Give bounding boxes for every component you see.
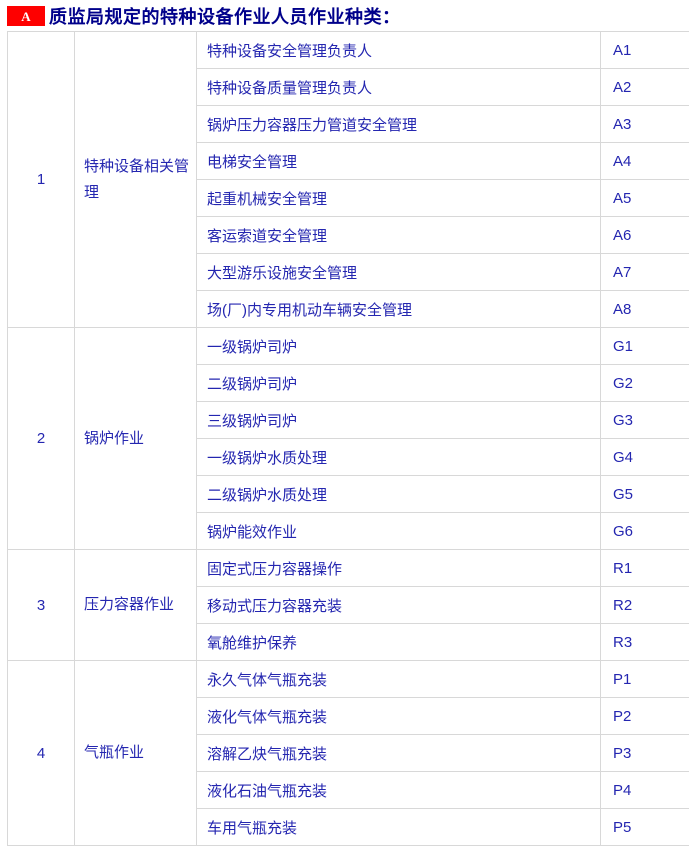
section-badge-a: A: [7, 6, 45, 26]
job-code: A6: [601, 217, 689, 254]
table-group-1: 1 特种设备相关管理 特种设备安全管理负责人 A1 特种设备质量管理负责人 A2…: [8, 32, 689, 328]
group-index: 3: [8, 550, 75, 661]
job-name: 移动式压力容器充装: [197, 587, 601, 624]
job-code: P1: [601, 661, 689, 698]
job-name: 二级锅炉水质处理: [197, 476, 601, 513]
job-name: 大型游乐设施安全管理: [197, 254, 601, 291]
job-name: 一级锅炉水质处理: [197, 439, 601, 476]
job-code: P4: [601, 772, 689, 809]
job-name: 溶解乙炔气瓶充装: [197, 735, 601, 772]
job-code: A7: [601, 254, 689, 291]
job-name: 永久气体气瓶充装: [197, 661, 601, 698]
job-name: 特种设备安全管理负责人: [197, 32, 601, 69]
job-name: 起重机械安全管理: [197, 180, 601, 217]
table-row: 4 气瓶作业 永久气体气瓶充装 P1: [8, 661, 689, 698]
job-code: G4: [601, 439, 689, 476]
job-name: 客运索道安全管理: [197, 217, 601, 254]
table-group-2: 2 锅炉作业 一级锅炉司炉 G1 二级锅炉司炉 G2 三级锅炉司炉 G3 一级锅…: [8, 328, 689, 550]
job-name: 固定式压力容器操作: [197, 550, 601, 587]
job-name: 液化气体气瓶充装: [197, 698, 601, 735]
job-code: G3: [601, 402, 689, 439]
job-code: P5: [601, 809, 689, 846]
job-categories-table: 1 特种设备相关管理 特种设备安全管理负责人 A1 特种设备质量管理负责人 A2…: [7, 31, 689, 846]
job-code: R3: [601, 624, 689, 661]
job-name: 二级锅炉司炉: [197, 365, 601, 402]
job-code: P2: [601, 698, 689, 735]
job-code: G6: [601, 513, 689, 550]
group-index: 4: [8, 661, 75, 846]
group-category: 气瓶作业: [75, 661, 197, 846]
job-code: G2: [601, 365, 689, 402]
job-name: 锅炉压力容器压力管道安全管理: [197, 106, 601, 143]
job-code: A4: [601, 143, 689, 180]
table-row: 2 锅炉作业 一级锅炉司炉 G1: [8, 328, 689, 365]
job-name: 车用气瓶充装: [197, 809, 601, 846]
table-group-3: 3 压力容器作业 固定式压力容器操作 R1 移动式压力容器充装 R2 氧舱维护保…: [8, 550, 689, 661]
job-name: 场(厂)内专用机动车辆安全管理: [197, 291, 601, 328]
job-name: 液化石油气瓶充装: [197, 772, 601, 809]
job-name: 特种设备质量管理负责人: [197, 69, 601, 106]
job-name: 锅炉能效作业: [197, 513, 601, 550]
job-code: A3: [601, 106, 689, 143]
table-group-4: 4 气瓶作业 永久气体气瓶充装 P1 液化气体气瓶充装 P2 溶解乙炔气瓶充装 …: [8, 661, 689, 846]
page-header: A 质监局规定的特种设备作业人员作业种类：: [0, 0, 689, 27]
job-code: A8: [601, 291, 689, 328]
job-name: 一级锅炉司炉: [197, 328, 601, 365]
job-code: P3: [601, 735, 689, 772]
job-name: 电梯安全管理: [197, 143, 601, 180]
job-name: 三级锅炉司炉: [197, 402, 601, 439]
group-category: 压力容器作业: [75, 550, 197, 661]
group-index: 1: [8, 32, 75, 328]
job-name: 氧舱维护保养: [197, 624, 601, 661]
group-index: 2: [8, 328, 75, 550]
table-row: 1 特种设备相关管理 特种设备安全管理负责人 A1: [8, 32, 689, 69]
job-code: R2: [601, 587, 689, 624]
job-code: A5: [601, 180, 689, 217]
job-code: A2: [601, 69, 689, 106]
job-code: A1: [601, 32, 689, 69]
page-title: 质监局规定的特种设备作业人员作业种类：: [49, 3, 401, 29]
table-row: 3 压力容器作业 固定式压力容器操作 R1: [8, 550, 689, 587]
job-code: G1: [601, 328, 689, 365]
job-code: G5: [601, 476, 689, 513]
group-category: 特种设备相关管理: [75, 32, 197, 328]
job-code: R1: [601, 550, 689, 587]
group-category: 锅炉作业: [75, 328, 197, 550]
